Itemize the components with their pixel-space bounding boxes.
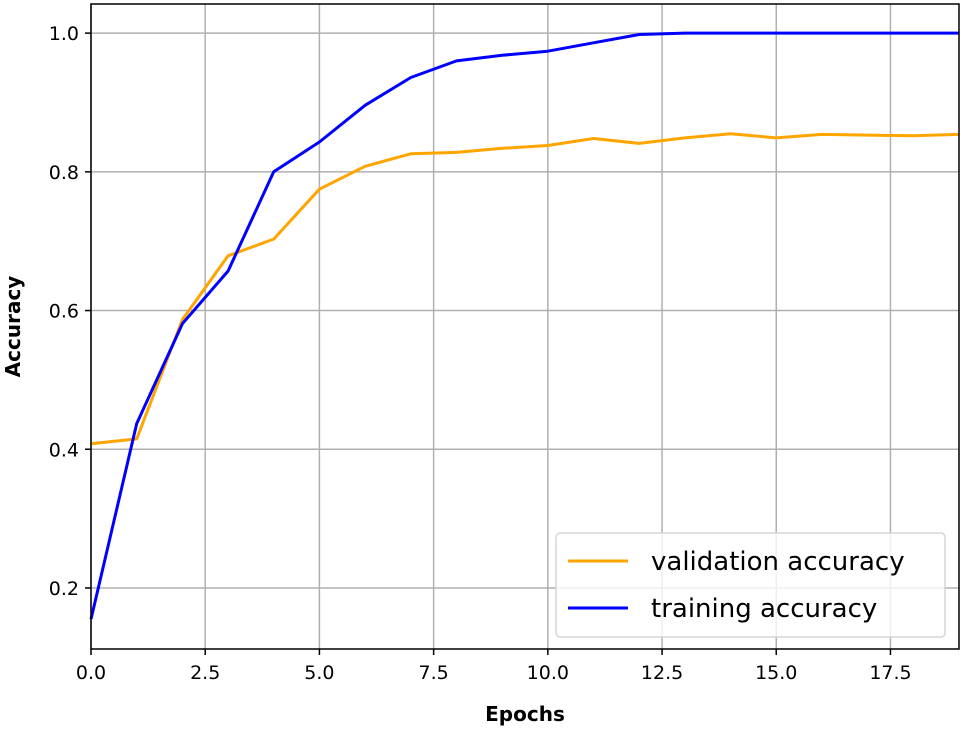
x-tick-label: 2.5	[190, 662, 220, 684]
y-tick-label: 0.4	[49, 439, 79, 461]
x-tick-label: 10.0	[527, 662, 569, 684]
legend-label: training accuracy	[651, 594, 877, 624]
series-line-training-accuracy	[89, 31, 959, 620]
legend-box	[555, 532, 946, 638]
x-tick-label: 0.0	[76, 662, 106, 684]
x-axis-label: Epochs	[485, 702, 565, 726]
y-tick-label: 0.6	[49, 301, 79, 323]
series-lines	[89, 31, 960, 620]
y-axis-label: Accuracy	[1, 276, 25, 378]
x-tick-label: 12.5	[641, 662, 683, 684]
y-tick-label: 1.0	[49, 23, 79, 45]
axis-ticks: 0.0 2.5 5.0 7.5 10.0 12.5 15.0 17.5 0.2 0.4 0.6 0.8…	[49, 23, 912, 684]
plot-frame	[90, 3, 960, 650]
x-tick-label: 17.5	[869, 662, 911, 684]
y-tick-label: 0.2	[49, 578, 79, 600]
legend-label: validation accuracy	[651, 547, 905, 577]
x-tick-label: 5.0	[304, 662, 334, 684]
x-tick-label: 15.0	[755, 662, 797, 684]
legend: validation accuracy training accuracy	[555, 532, 946, 638]
y-tick-label: 0.8	[49, 162, 79, 184]
x-tick-label: 7.5	[419, 662, 449, 684]
series-line-validation-accuracy	[90, 132, 960, 446]
